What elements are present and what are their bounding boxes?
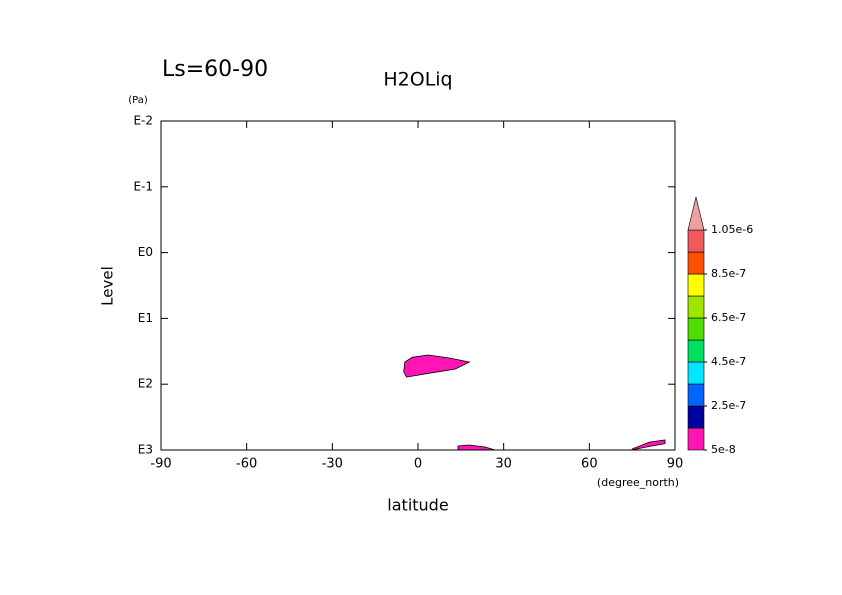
colorbar-tick-label: 4.5e-7: [711, 355, 746, 368]
colorbar-segment: [687, 405, 705, 429]
chart-title: H2OLiq: [383, 69, 452, 91]
y-tick-label: E1: [138, 311, 153, 325]
contour-region: [631, 439, 666, 451]
y-tick-label: E-1: [133, 179, 153, 193]
x-tick-label: 30: [495, 457, 512, 472]
x-tick-label: 0: [414, 457, 422, 472]
y-tick-label: E2: [138, 377, 153, 391]
colorbar-tick-label: 2.5e-7: [711, 399, 746, 412]
y-tick-label: E-2: [133, 114, 153, 128]
colorbar-tick-label: 5e-8: [711, 443, 736, 456]
x-axis-label: latitude: [387, 496, 448, 515]
colorbar-tick-label: 8.5e-7: [711, 267, 746, 280]
colorbar-segment: [687, 361, 705, 385]
chart-subtitle: Ls=60-90: [162, 57, 268, 82]
x-tick-label: 60: [581, 457, 598, 472]
x-tick-label: -30: [322, 457, 343, 472]
colorbar-segment: [687, 273, 705, 297]
y-tick-label: E0: [138, 245, 153, 259]
colorbar-segment: [687, 295, 705, 319]
x-tick-label: -60: [236, 457, 257, 472]
colorbar-segment: [687, 229, 705, 253]
y-tick-label: E3: [138, 443, 153, 457]
plot-frame: [160, 120, 676, 451]
colorbar-tick-label: 6.5e-7: [711, 311, 746, 324]
y-unit: (Pa): [128, 95, 148, 106]
x-tick-label: 90: [667, 457, 684, 472]
y-axis-label: Level: [99, 266, 117, 306]
colorbar-segment: [687, 317, 705, 341]
colorbar-segment: [687, 251, 705, 275]
colorbar-tick-label: 1.05e-6: [711, 223, 753, 236]
colorbar-segment: [687, 427, 705, 451]
colorbar-segment: [687, 339, 705, 363]
contour-region: [457, 444, 496, 451]
contour-region: [403, 354, 471, 378]
x-tick-label: -90: [150, 457, 171, 472]
colorbar-over: [687, 196, 705, 231]
colorbar-segment: [687, 383, 705, 407]
x-unit: (degree_north): [597, 476, 679, 489]
